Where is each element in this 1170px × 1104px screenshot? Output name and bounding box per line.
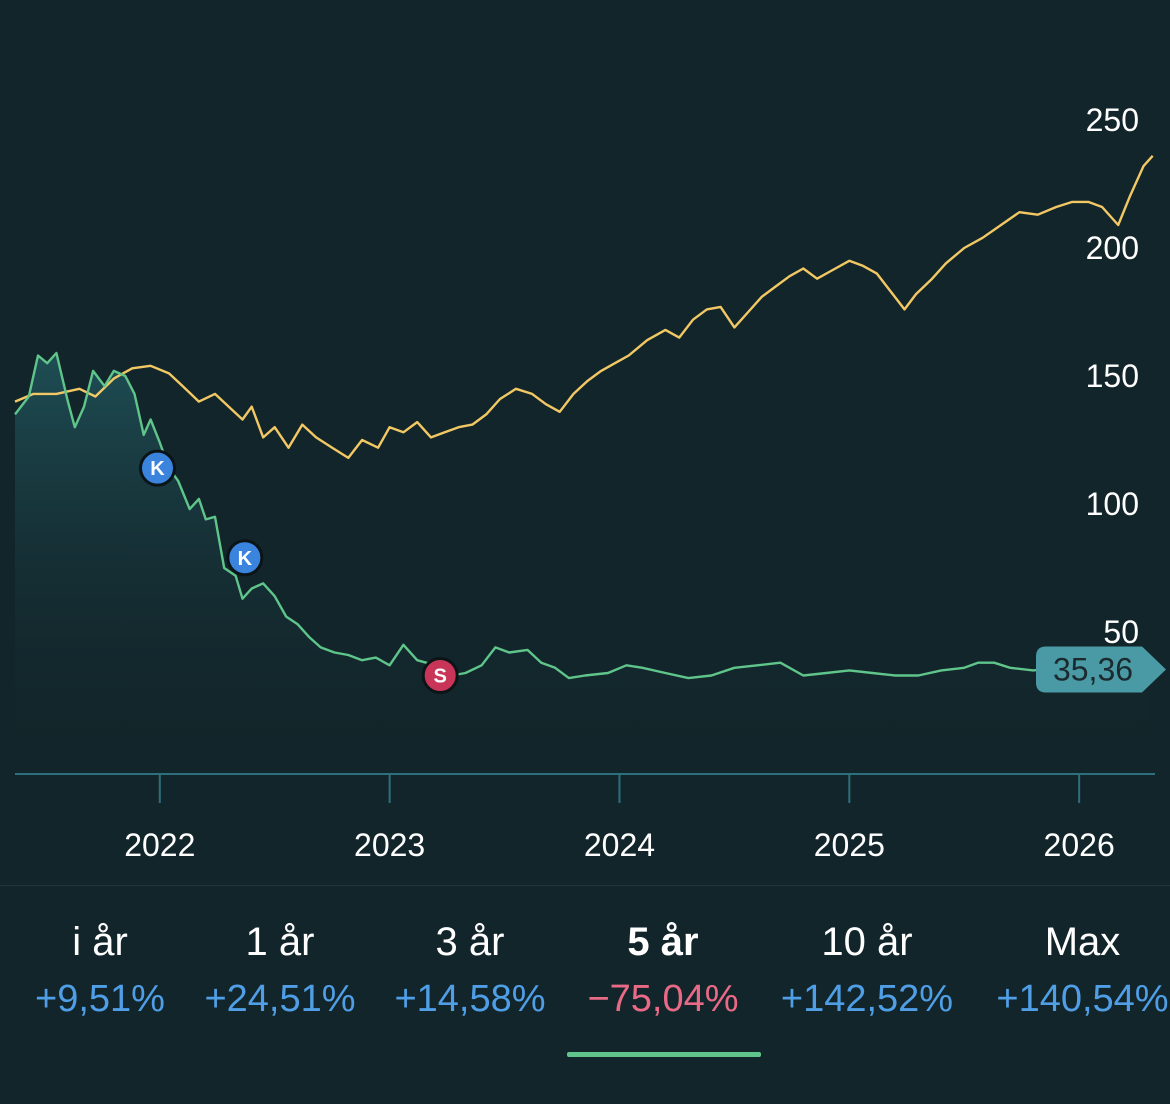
tab-3-years[interactable]: 3 år +14,58% <box>370 886 570 1086</box>
tab-change: +140,54% <box>996 978 1169 1020</box>
buy-marker[interactable]: K <box>226 539 264 577</box>
tab-1-year[interactable]: 1 år +24,51% <box>180 886 380 1086</box>
y-tick-label: 50 <box>1103 614 1139 650</box>
x-tick-label: 2026 <box>1044 827 1115 863</box>
y-tick-label: 150 <box>1086 358 1139 394</box>
tab-change: +24,51% <box>204 978 356 1020</box>
marker-circle <box>139 449 176 487</box>
y-tick-label: 250 <box>1086 102 1139 138</box>
tab-label: 10 år <box>821 920 913 964</box>
marker-label: S <box>434 666 447 688</box>
marker-label: K <box>238 548 253 570</box>
marker-circle <box>421 657 459 695</box>
y-axis-labels: 50 100 150 200 250 <box>1086 102 1139 650</box>
period-tabs: i år +9,51% 1 år +24,51% 3 år +14,58% 5 … <box>0 885 1170 1104</box>
x-tick-label: 2022 <box>124 827 195 863</box>
trade-markers[interactable]: K K S <box>139 449 459 695</box>
x-tick-label: 2023 <box>354 827 425 863</box>
current-price-badge: 35,36 <box>1036 646 1166 693</box>
stock-series-line <box>14 351 1149 680</box>
tab-5-years[interactable]: 5 år −75,04% <box>563 886 763 1086</box>
tab-max[interactable]: Max +140,54% <box>975 886 1170 1086</box>
active-tab-indicator <box>567 1052 761 1057</box>
tab-change: +9,51% <box>35 978 165 1020</box>
stock-area <box>15 353 1149 774</box>
tab-label: 5 år <box>627 920 699 964</box>
x-tick-label: 2024 <box>584 827 655 863</box>
tab-label: Max <box>1044 920 1121 964</box>
tab-change: +142,52% <box>780 978 954 1020</box>
buy-marker[interactable]: K <box>139 449 176 487</box>
y-tick-label: 200 <box>1086 230 1139 266</box>
current-price-label: 35,36 <box>1053 651 1133 687</box>
sell-marker[interactable]: S <box>421 657 459 695</box>
current-price-badge-shape <box>1036 646 1166 693</box>
marker-label: K <box>150 458 165 480</box>
y-tick-label: 100 <box>1086 486 1139 522</box>
tab-label: 1 år <box>245 920 315 964</box>
tab-change: +14,58% <box>394 978 546 1020</box>
x-tick-label: 2025 <box>814 827 885 863</box>
tab-label: 3 år <box>435 920 505 964</box>
marker-circle <box>226 539 264 577</box>
tab-change: −75,04% <box>587 978 739 1020</box>
x-axis-ticks: 2022 2023 2024 2025 2026 <box>124 774 1115 863</box>
tab-label: i år <box>72 920 128 964</box>
tab-10-years[interactable]: 10 år +142,52% <box>757 886 977 1086</box>
index-series-line <box>14 155 1154 460</box>
tab-year-to-date[interactable]: i år +9,51% <box>0 886 200 1086</box>
